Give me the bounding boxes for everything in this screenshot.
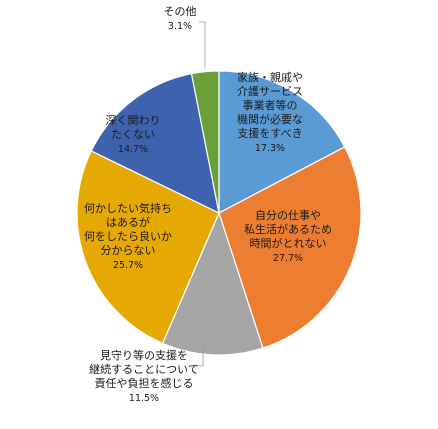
pie-slice-5 — [190, 70, 220, 214]
slice-label-3: 何かしたい気持ちはあるが何をしたら良いか分からない 25.7% — [84, 201, 172, 271]
slice-value-5: 3.1% — [168, 21, 192, 32]
pie-slice-0 — [218, 70, 346, 214]
slice-value-2: 11.5% — [129, 393, 159, 404]
slice-label-4: 深く関わりたくない 14.7% — [106, 114, 161, 155]
slice-labels: 家族・親戚や介護サービス事業者等の機関が必要な支援をすべき 17.3% 自分の仕事や… — [84, 5, 332, 404]
pie-slice-2 — [161, 211, 264, 356]
pie-slice-4 — [90, 72, 220, 215]
slice-value-3: 25.7% — [113, 260, 143, 271]
slice-label-1: 自分の仕事や私生活があるため時間がとれない 27.7% — [244, 209, 332, 264]
slice-label-2: 見守り等の支援を継続することについて責任や負担を感じる 11.5% — [89, 348, 199, 404]
slice-label-0: 家族・親戚や介護サービス事業者等の機関が必要な支援をすべき 17.3% — [237, 70, 303, 154]
pie-slice-3 — [76, 150, 220, 345]
slice-value-0: 17.3% — [255, 143, 285, 154]
slice-value-1: 27.7% — [273, 253, 303, 264]
pie-slices — [76, 70, 362, 356]
slice-label-5: その他 3.1% — [164, 5, 197, 32]
pie-slice-1 — [218, 146, 362, 349]
leader-line-5 — [199, 21, 206, 68]
slice-value-4: 14.7% — [118, 144, 148, 155]
leader-line-2 — [196, 345, 204, 367]
leader-lines — [196, 21, 206, 367]
